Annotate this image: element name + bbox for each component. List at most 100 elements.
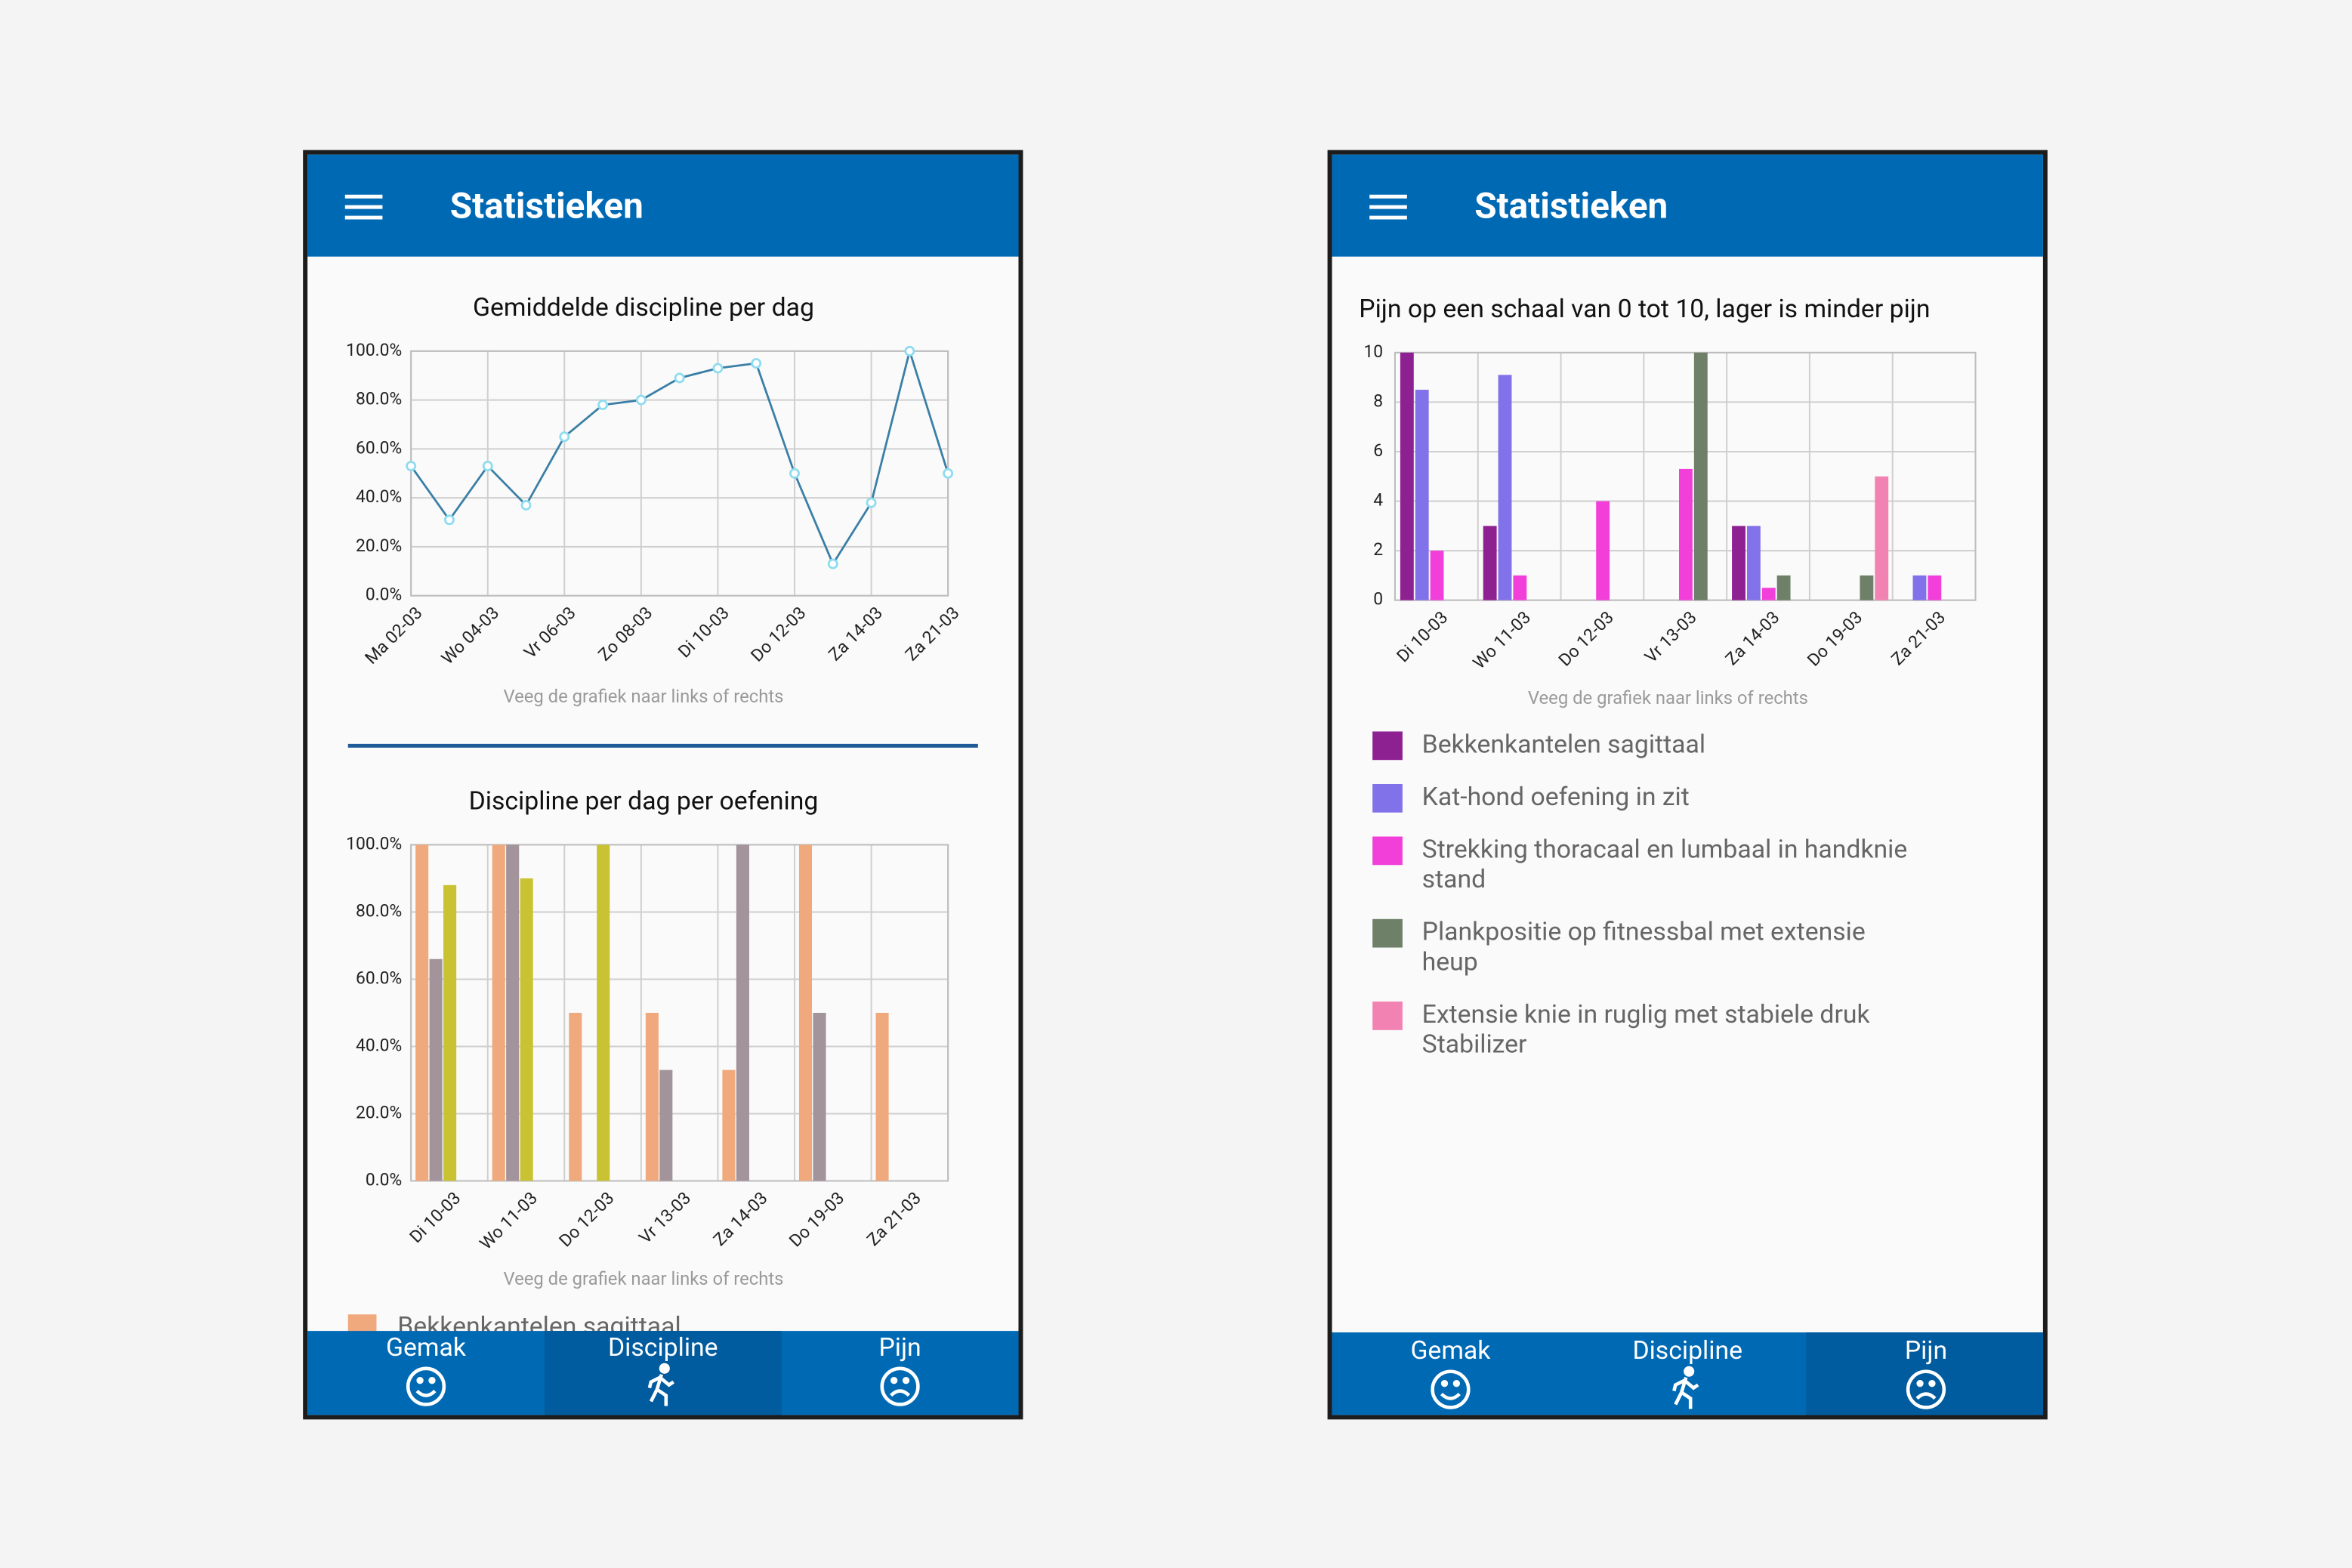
tab-label[interactable]: Pijn — [1905, 1336, 1947, 1366]
y-tick-label: 40.0% — [356, 1035, 402, 1055]
tab-selected — [1806, 1332, 2043, 1415]
point — [712, 363, 724, 374]
tab-label[interactable]: Gemak — [1410, 1336, 1491, 1366]
menu-icon[interactable] — [1369, 194, 1407, 220]
bar — [1693, 352, 1708, 600]
y-tick-label: 80.0% — [356, 389, 402, 409]
y-tick-label: 100.0% — [346, 833, 402, 853]
bar — [1746, 526, 1761, 600]
point — [827, 558, 838, 569]
point — [443, 514, 455, 526]
bar — [597, 844, 610, 1181]
bar — [1400, 352, 1414, 600]
bar — [875, 1012, 889, 1181]
bar — [520, 878, 533, 1181]
y-tick-label: 40.0% — [356, 486, 402, 507]
tab-icons — [406, 1363, 920, 1406]
point — [943, 468, 954, 479]
y-tick-label: 4 — [1373, 490, 1383, 511]
y-tick-label: 60.0% — [356, 968, 402, 988]
legend-label: Kat-hond oefening in zit — [1422, 782, 1690, 812]
legend-label: Bekkenkantelen sagittaal — [1422, 730, 1705, 759]
bar — [1415, 390, 1429, 600]
chart-hint: Veeg de grafiek naar links of rechts — [503, 1268, 783, 1289]
bar — [813, 1012, 826, 1181]
y-tick-label: 20.0% — [356, 536, 402, 556]
chart-title: Pijn op een schaal van 0 tot 10, lager i… — [1359, 295, 1930, 324]
legend-label: Extensie knie in ruglig met stabiele dru… — [1422, 1000, 1876, 1060]
chart-title: Gemiddelde discipline per dag — [473, 293, 814, 323]
app-bar — [307, 154, 1019, 257]
point — [482, 461, 493, 472]
tab-label[interactable]: Pijn — [878, 1333, 921, 1363]
chart-hint: Veeg de grafiek naar links of rechts — [1528, 687, 1808, 708]
bar — [1732, 526, 1745, 600]
point — [674, 372, 685, 384]
legend-label: Strekking thoracaal en lumbaal in handkn… — [1422, 835, 1914, 894]
tab-label[interactable]: Discipline — [1632, 1336, 1742, 1366]
bar — [1679, 468, 1693, 600]
point — [751, 358, 762, 369]
bar — [1928, 575, 1942, 600]
chart-hint: Veeg de grafiek naar links of rechts — [503, 686, 783, 707]
legend-swatch — [1372, 1002, 1403, 1030]
bar — [443, 884, 457, 1181]
tab-label[interactable]: Gemak — [386, 1333, 467, 1363]
legend-swatch — [1372, 731, 1403, 761]
bar — [798, 844, 813, 1181]
point — [406, 461, 417, 472]
chart-bar[interactable]: Pijn op een schaal van 0 tot 10, lager i… — [1359, 295, 1977, 1060]
y-tick-label: 60.0% — [356, 437, 402, 458]
y-tick-label: 8 — [1373, 390, 1383, 411]
app-bar — [1332, 154, 2043, 257]
bar — [1483, 526, 1497, 600]
bar — [722, 1070, 736, 1181]
legend-swatch — [1372, 784, 1403, 813]
tab-label[interactable]: Discipline — [608, 1333, 718, 1363]
bar — [1776, 575, 1791, 600]
bar — [1596, 501, 1610, 600]
y-tick-label: 80.0% — [356, 900, 402, 921]
plot-border — [410, 844, 949, 1182]
app-title: Statistieken — [1474, 185, 1668, 227]
bar — [1860, 575, 1874, 600]
bar — [506, 844, 520, 1181]
y-tick-label: 100.0% — [346, 340, 402, 360]
frame — [1327, 150, 2048, 1420]
point — [635, 394, 647, 406]
point — [789, 468, 800, 479]
bar — [492, 844, 505, 1181]
phone-right: Statistieken Pijn op een schaal van 0 to… — [1327, 150, 2048, 1420]
point — [559, 431, 570, 443]
point — [866, 497, 877, 508]
bar — [736, 844, 749, 1181]
bar — [1513, 575, 1527, 600]
frame — [303, 150, 1023, 1420]
bar — [645, 1012, 659, 1181]
y-tick-label: 0.0% — [366, 1169, 402, 1190]
bar — [1498, 375, 1512, 600]
y-tick-label: 20.0% — [356, 1102, 402, 1122]
legend-swatch — [1372, 918, 1403, 948]
bar — [569, 1012, 582, 1181]
chart-title: Discipline per dag per oefening — [469, 787, 819, 816]
point — [520, 499, 532, 511]
y-tick-label: 10 — [1363, 341, 1383, 362]
bar — [415, 844, 429, 1181]
y-tick-label: 0 — [1373, 589, 1383, 610]
menu-icon[interactable] — [344, 194, 383, 220]
legend-label: Plankpositie op fitnessbal met extensie … — [1422, 918, 1872, 977]
bar — [1875, 476, 1889, 600]
tab-icons — [1431, 1366, 1946, 1409]
y-tick-label: 2 — [1373, 539, 1383, 560]
bar — [1430, 551, 1444, 600]
bar — [1912, 575, 1927, 600]
point — [597, 400, 609, 411]
y-tick-label: 6 — [1373, 440, 1383, 461]
legend-swatch — [1372, 836, 1403, 866]
y-tick-label: 0.0% — [366, 585, 402, 605]
app-title: Statistieken — [450, 185, 644, 227]
bar — [1761, 588, 1776, 600]
bar — [429, 958, 443, 1181]
